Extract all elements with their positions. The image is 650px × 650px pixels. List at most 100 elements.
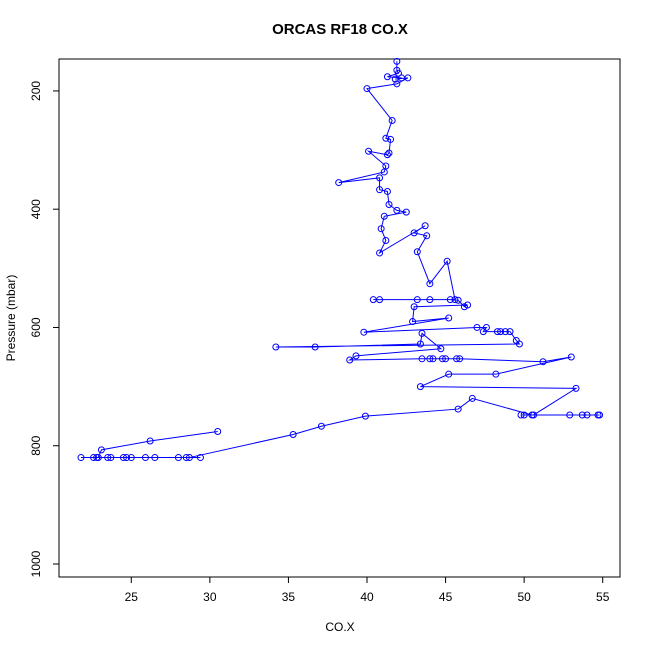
data-point (346, 356, 354, 364)
x-tick-label: 50 (517, 590, 531, 604)
y-tick-label: 1000 (29, 550, 43, 577)
data-point (517, 411, 525, 419)
data-point (426, 355, 434, 363)
data-point (429, 355, 437, 363)
data-point (97, 446, 105, 454)
data-point (185, 454, 193, 462)
data-line (81, 61, 600, 459)
data-point (451, 296, 459, 304)
data-point (182, 454, 190, 462)
data-point (311, 343, 319, 351)
data-point (174, 454, 182, 462)
x-tick-label: 30 (203, 590, 217, 604)
data-point (382, 134, 390, 142)
y-tick-label: 800 (29, 435, 43, 455)
data-point (377, 225, 385, 233)
data-point (418, 355, 426, 363)
data-point (421, 222, 429, 230)
data-point (383, 73, 391, 81)
data-point (423, 232, 431, 240)
chart-title: ORCAS RF18 CO.X (272, 21, 408, 38)
data-point (445, 370, 453, 378)
data-point (376, 249, 384, 257)
x-tick-label: 40 (360, 590, 374, 604)
data-point (596, 411, 604, 419)
data-point (352, 352, 360, 360)
data-point (363, 85, 371, 93)
data-point (214, 428, 222, 436)
data-point (572, 384, 580, 392)
data-point (335, 179, 343, 187)
data-point (528, 411, 536, 419)
data-point (383, 187, 391, 195)
data-point (479, 328, 487, 336)
data-point (393, 206, 401, 214)
y-tick-label: 600 (29, 317, 43, 337)
data-point (506, 328, 514, 336)
data-point (317, 422, 325, 430)
data-point (418, 329, 426, 337)
data-point (360, 328, 368, 336)
data-point (468, 394, 476, 402)
data-point (365, 147, 373, 155)
data-point (446, 296, 454, 304)
data-point (413, 296, 421, 304)
data-point (382, 237, 390, 245)
data-point (402, 208, 410, 216)
data-point (501, 328, 509, 336)
data-point (410, 303, 418, 311)
data-point (416, 383, 424, 391)
data-point (289, 430, 297, 438)
data-point (443, 257, 451, 265)
data-point (409, 318, 417, 326)
data-point (376, 186, 384, 194)
data-point (123, 454, 131, 462)
data-point (426, 296, 434, 304)
data-point (404, 74, 412, 82)
data-point (94, 454, 102, 462)
data-point (388, 116, 396, 124)
data-point (539, 358, 547, 366)
data-point (119, 454, 127, 462)
data-point (146, 437, 154, 445)
x-axis-label: CO.X (325, 620, 354, 634)
data-point (492, 370, 500, 378)
data-point (454, 405, 462, 413)
data-point (583, 411, 591, 419)
data-point (380, 168, 388, 176)
data-point (127, 454, 135, 462)
data-point (416, 340, 424, 348)
data-point (380, 212, 388, 220)
data-point (387, 135, 395, 143)
data-point (272, 343, 280, 351)
data-point (464, 301, 472, 309)
data-point (361, 412, 369, 420)
data-point (438, 355, 446, 363)
data-point (566, 411, 574, 419)
data-point (77, 454, 85, 462)
data-point (456, 355, 464, 363)
data-point (383, 151, 391, 159)
data-point (104, 454, 112, 462)
data-point (473, 323, 481, 331)
data-point (497, 328, 505, 336)
data-point (578, 411, 586, 419)
data-point (385, 200, 393, 208)
data-point (391, 75, 399, 83)
data-point (141, 454, 149, 462)
plot-frame (58, 58, 621, 578)
data-point (567, 353, 575, 361)
x-tick-label: 35 (282, 590, 296, 604)
data-point (393, 57, 401, 65)
data-point (107, 454, 115, 462)
data-point (376, 174, 384, 182)
data-point (196, 454, 204, 462)
x-tick-label: 25 (125, 590, 139, 604)
data-point (151, 454, 159, 462)
data-point (410, 229, 418, 237)
data-point (493, 328, 501, 336)
data-point (393, 80, 401, 88)
data-point (426, 280, 434, 288)
data-point (445, 314, 453, 322)
